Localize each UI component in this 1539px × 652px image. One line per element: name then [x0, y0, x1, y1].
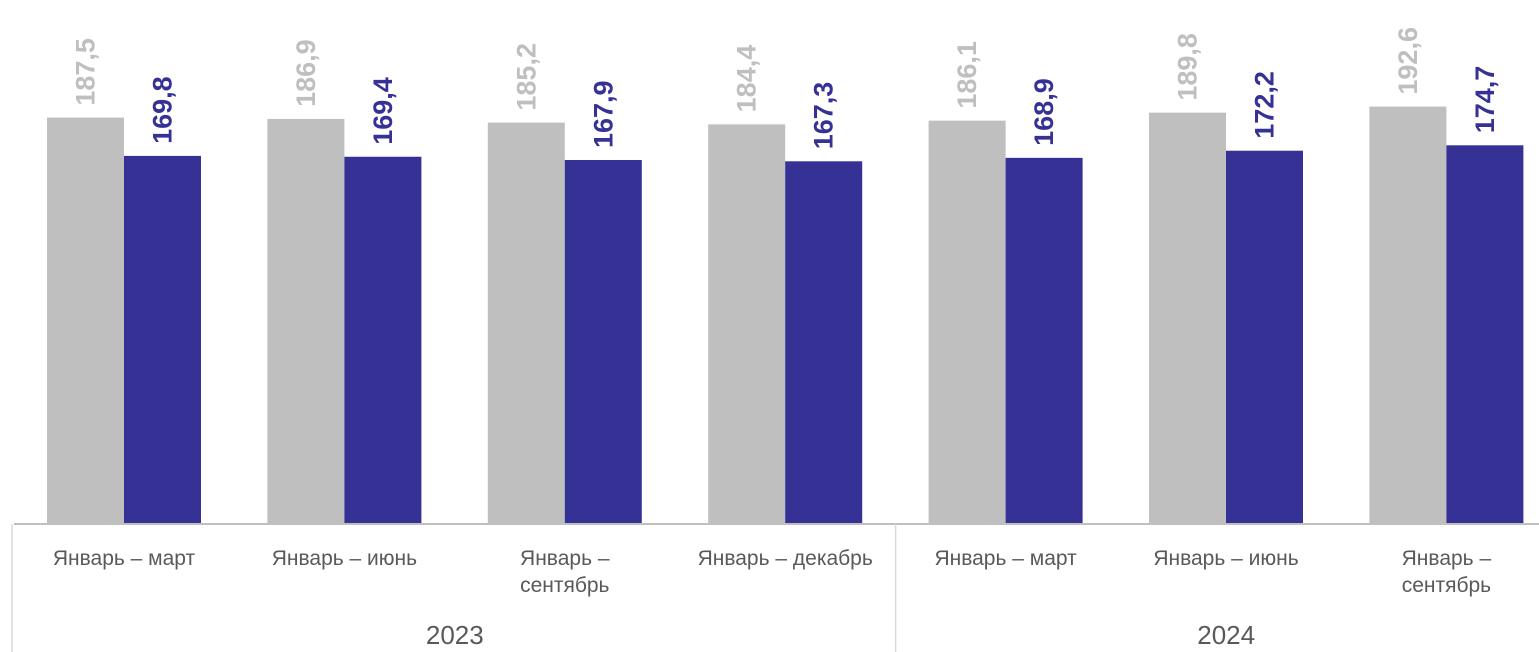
category-label-1: Январь – март — [53, 547, 196, 570]
value-label-series2-3: 167,9 — [588, 80, 618, 148]
category-label-line: Январь – декабрь — [698, 547, 873, 570]
value-labels-layer: 187,5 186,9 185,2 184,4 186,1 189,8 192,6 169,8… — [71, 27, 1500, 149]
bar-series2-4 — [785, 161, 863, 523]
value-label-series2-1: 169,8 — [148, 76, 178, 144]
value-label-series1-2: 186,9 — [291, 39, 321, 107]
bar-series2-2 — [344, 156, 422, 523]
category-label-line: Январь – июнь — [1153, 547, 1298, 570]
value-label-series1-3: 185,2 — [511, 43, 541, 111]
bar-series2-6 — [1226, 150, 1303, 523]
category-label-2: Январь – июнь — [272, 547, 417, 570]
bar-series2-7 — [1446, 145, 1524, 524]
bar-series1-7 — [1369, 106, 1447, 523]
bars-layer — [47, 106, 1524, 524]
bar-series1-5 — [928, 120, 1006, 524]
value-label-series1-4: 184,4 — [732, 45, 762, 113]
value-label-series2-5: 168,9 — [1029, 78, 1059, 146]
bar-series2-5 — [1005, 157, 1083, 523]
value-label-series2-7: 174,7 — [1470, 66, 1500, 134]
value-label-series1-7: 192,6 — [1393, 27, 1423, 95]
bar-series1-4 — [708, 124, 786, 523]
category-label-line: Январь – — [520, 547, 610, 570]
bar-series1-6 — [1149, 112, 1226, 523]
category-label-3: Январь – сентябрь — [520, 547, 610, 597]
category-label-line: Январь – март — [934, 547, 1077, 570]
category-label-line: Январь – март — [53, 547, 196, 570]
category-label-line: сентябрь — [1402, 574, 1491, 597]
bar-series1-1 — [47, 117, 124, 523]
value-label-series2-4: 167,3 — [809, 82, 839, 150]
category-label-7: Январь – сентябрь — [1402, 547, 1492, 597]
group-label-1: 2023 — [426, 620, 484, 650]
category-label-4: Январь – декабрь — [698, 547, 873, 570]
category-label-6: Январь – июнь — [1153, 547, 1298, 570]
category-label-line: сентябрь — [520, 574, 609, 597]
bar-series1-2 — [267, 118, 345, 523]
value-label-series2-2: 169,4 — [368, 77, 398, 145]
bar-series1-3 — [487, 122, 565, 524]
value-label-series2-6: 172,2 — [1250, 71, 1280, 139]
bar-series2-1 — [124, 155, 201, 523]
value-label-series1-1: 187,5 — [71, 38, 101, 106]
group-label-2: 2024 — [1197, 620, 1255, 650]
category-label-5: Январь – март — [934, 547, 1077, 570]
value-label-series1-5: 186,1 — [952, 41, 982, 109]
category-label-line: Январь – — [1402, 547, 1492, 570]
category-labels-layer: Январь – март Январь – июнь Январь – сентяб… — [53, 547, 1492, 597]
category-label-line: Январь – июнь — [272, 547, 417, 570]
category-axis — [11, 523, 1539, 652]
value-label-series1-6: 189,8 — [1173, 33, 1203, 101]
group-labels-layer: 2023 2024 — [426, 620, 1255, 650]
bar-series2-3 — [564, 160, 642, 524]
